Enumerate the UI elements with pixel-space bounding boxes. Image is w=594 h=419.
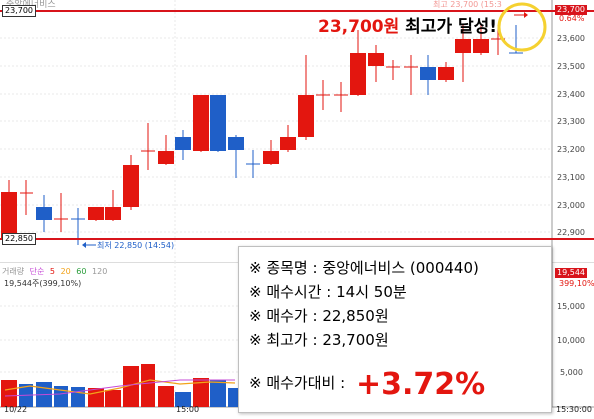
ma-120: 120 <box>92 267 108 276</box>
ma-type-label: 단순 <box>29 267 45 276</box>
volume-legend: 거래량 단순 5 20 60 120 <box>2 266 110 277</box>
candlesticks <box>1 25 523 245</box>
info-high-price-value: 23,700원 <box>322 331 389 349</box>
price-tick: 23,300 <box>557 117 585 126</box>
volume-chart: 15,000 10,000 5,000 <box>0 262 594 408</box>
annotation-text: 최고가 달성! <box>399 17 498 37</box>
info-buy-time: ※ 매수시간 : 14시 50분 <box>249 281 407 302</box>
info-high-price-label: ※ 최고가 : <box>249 331 323 349</box>
volume-bars <box>1 364 238 407</box>
volume-tick: 10,000 <box>557 336 585 345</box>
low-price-tag-left: 22,850 <box>2 233 36 245</box>
price-tick: 23,500 <box>557 62 585 71</box>
volume-tick: 15,000 <box>557 302 585 311</box>
low-marker-arrow <box>82 242 96 248</box>
time-label-1500: 15:00 <box>176 405 200 414</box>
info-buy-time-value: 14시 50분 <box>336 283 407 301</box>
high-marker-arrow <box>514 12 528 18</box>
highlight-circle <box>497 2 547 52</box>
high-price-tag-left: 23,700 <box>2 5 36 17</box>
price-tick: 23,400 <box>557 90 585 99</box>
price-tick: 23,600 <box>557 34 585 43</box>
volume-ma-line-2 <box>4 379 235 397</box>
price-tick: 23,000 <box>557 201 585 210</box>
info-return-value: +3.72% <box>355 367 486 402</box>
volume-ma-line <box>4 379 236 395</box>
high-pct-tag-right: 0.64% <box>559 14 585 23</box>
ma-20: 20 <box>60 267 71 276</box>
ma-60: 60 <box>76 267 87 276</box>
info-buy-price-label: ※ 매수가 : <box>249 307 323 325</box>
trade-info-box: ※ 종목명 : 중앙에너비스 (000440) ※ 매수시간 : 14시 50분… <box>238 246 552 413</box>
price-tick: 23,200 <box>557 145 585 154</box>
price-axis-labels: 23,600 23,500 23,400 23,300 23,200 23,10… <box>557 34 585 237</box>
time-label-1530: 15:30:00 <box>556 405 592 414</box>
info-stock-name: ※ 종목명 : 중앙에너비스 (000440) <box>249 257 479 278</box>
low-marker-text: 최저 22,850 (14:54) <box>97 241 175 250</box>
info-high-price: ※ 최고가 : 23,700원 <box>249 329 389 350</box>
info-stock-name-label: ※ 종목명 : <box>249 259 323 277</box>
volume-tick: 5,000 <box>560 368 583 377</box>
high-price-tag-right: 23,700 <box>555 5 587 15</box>
info-buy-price-value: 22,850원 <box>322 307 389 325</box>
time-label-date: 10/22 <box>4 405 28 414</box>
info-return-label: ※ 매수가대비 : <box>249 374 350 392</box>
info-stock-name-value: 중앙에너비스 (000440) <box>322 259 479 277</box>
price-chart: 23,600 23,500 23,400 23,300 23,200 23,10… <box>0 0 594 262</box>
high-marker-text: 최고 23,700 (15:3 <box>433 0 502 9</box>
info-buy-price: ※ 매수가 : 22,850원 <box>249 305 389 326</box>
volume-pct-tag: 399,10% <box>559 279 594 288</box>
volume-legend-label: 거래량 <box>2 267 25 276</box>
price-tick: 23,100 <box>557 173 585 182</box>
volume-value-tag: 19,544 <box>555 268 587 278</box>
info-buy-time-label: ※ 매수시간 : <box>249 283 337 301</box>
ma-5: 5 <box>49 267 56 276</box>
annotation-price: 23,700원 <box>318 17 400 37</box>
price-tick: 22,900 <box>557 228 585 237</box>
info-return-rate: ※ 매수가대비 : +3.72% <box>249 367 485 402</box>
volume-summary: 19,544주(399,10%) <box>4 279 82 288</box>
high-achieved-annotation: 23,700원 최고가 달성! <box>318 12 497 37</box>
